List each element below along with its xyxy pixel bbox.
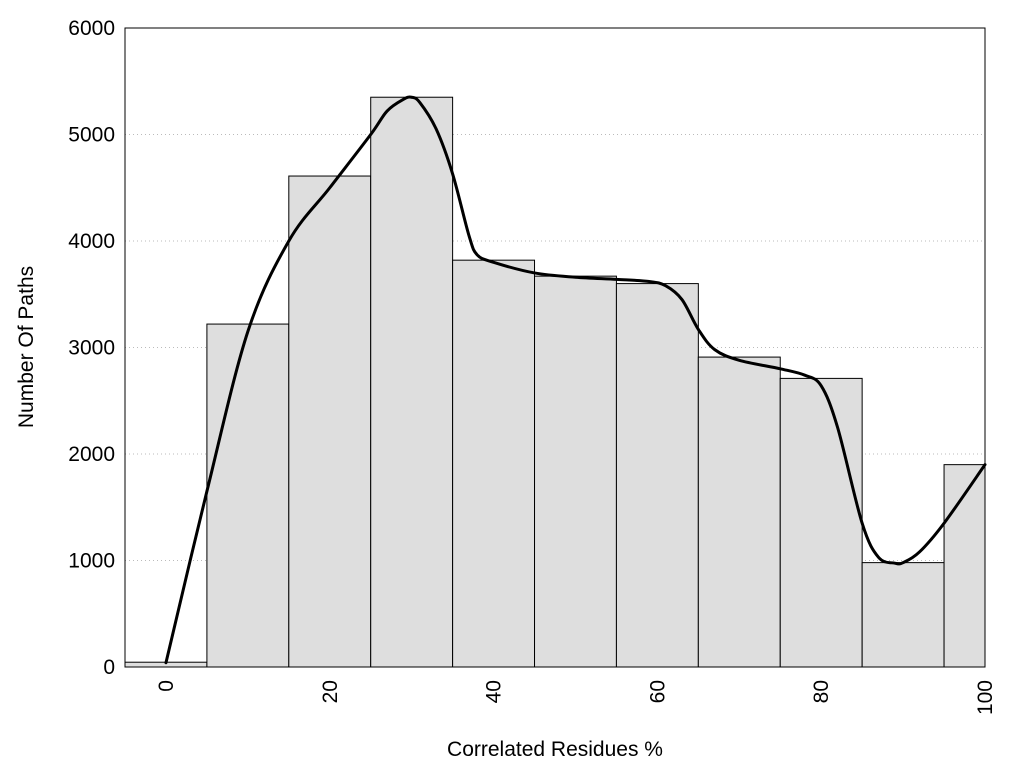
tick-labels: 0 1000 2000 3000 4000 5000 6000 0 20 40 60 80 100	[68, 17, 997, 715]
y-tick-label: 5000	[68, 124, 115, 147]
histogram-bar	[206, 323, 290, 668]
x-tick-label: 60	[646, 680, 669, 703]
y-tick-label: 6000	[68, 17, 115, 40]
x-tick-label: 100	[974, 680, 997, 715]
histogram-bar	[452, 259, 536, 668]
histogram-bar	[861, 562, 945, 668]
axes	[124, 27, 986, 668]
x-tick-label: 20	[319, 680, 342, 703]
histogram-bar	[615, 283, 699, 668]
x-tick-label: 80	[810, 680, 833, 703]
y-axis-title: Number Of Paths	[15, 266, 38, 428]
y-tick-label: 1000	[68, 550, 115, 573]
histogram-bar	[779, 377, 863, 668]
x-axis-title: Correlated Residues %	[447, 738, 663, 761]
x-tick-label: 40	[483, 680, 506, 703]
density-curve-group	[164, 95, 987, 665]
y-tick-label: 4000	[68, 230, 115, 253]
y-tick-label: 2000	[68, 443, 115, 466]
bars	[124, 96, 986, 668]
plot-frame	[124, 27, 986, 668]
density-curve	[164, 95, 987, 665]
histogram-bar	[697, 356, 781, 668]
y-tick-label: 3000	[68, 337, 115, 360]
histogram-bar	[370, 96, 454, 668]
histogram-bar	[534, 275, 617, 668]
y-tick-label: 0	[103, 656, 115, 679]
histogram-bar	[943, 464, 986, 668]
histogram-bar	[288, 175, 372, 668]
x-tick-label: 0	[155, 680, 178, 692]
